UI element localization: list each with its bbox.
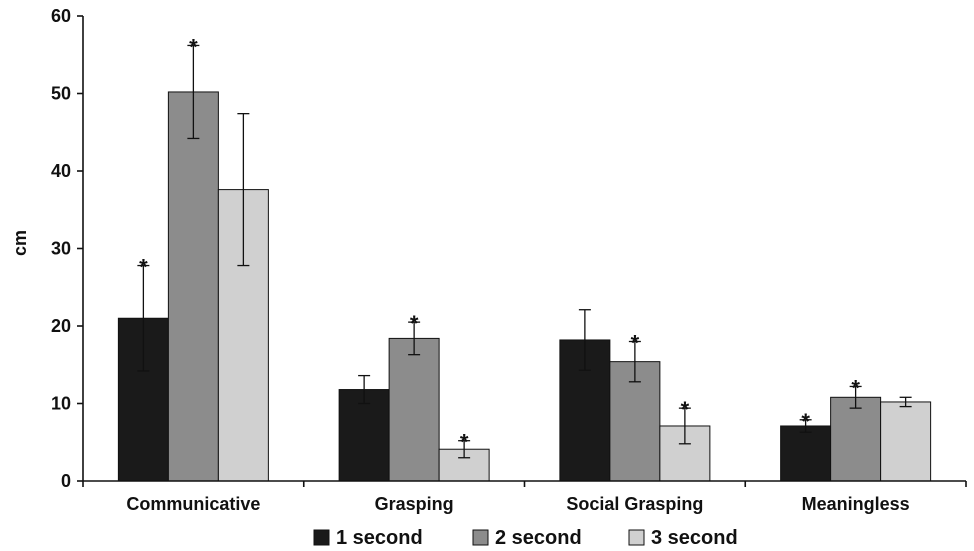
legend-swatch <box>472 529 489 546</box>
legend: 1 second 2 second 3 second <box>313 527 738 549</box>
category-label: Social Grasping <box>566 494 703 514</box>
significance-marker: * <box>189 34 198 59</box>
significance-marker: * <box>139 255 148 280</box>
bar <box>780 425 832 482</box>
significance-marker: * <box>631 331 640 356</box>
significance-marker: * <box>410 311 419 336</box>
significance-marker: * <box>681 397 690 422</box>
significance-marker: * <box>851 375 860 400</box>
bar <box>880 401 932 482</box>
bar <box>388 337 440 482</box>
bar <box>830 396 882 482</box>
legend-label: 3 second <box>651 527 738 549</box>
legend-label: 2 second <box>495 527 582 549</box>
y-tick-label: 0 <box>61 471 71 491</box>
plot-area: * * Communicative * * Grasping * * Social Graspi… <box>51 6 967 514</box>
y-axis-title: cm <box>10 230 30 256</box>
y-tick-label: 60 <box>51 6 71 26</box>
category-label: Communicative <box>126 494 260 514</box>
y-tick-label: 50 <box>51 84 71 104</box>
category-label: Meaningless <box>802 494 910 514</box>
category-label: Grasping <box>375 494 454 514</box>
y-tick-label: 20 <box>51 316 71 336</box>
bar <box>167 91 219 482</box>
y-tick-label: 30 <box>51 239 71 259</box>
legend-label: 1 second <box>336 527 423 549</box>
significance-marker: * <box>801 409 810 434</box>
legend-swatch <box>628 529 645 546</box>
significance-marker: * <box>460 430 469 455</box>
y-tick-label: 10 <box>51 394 71 414</box>
legend-swatch <box>313 529 330 546</box>
y-tick-label: 40 <box>51 161 71 181</box>
